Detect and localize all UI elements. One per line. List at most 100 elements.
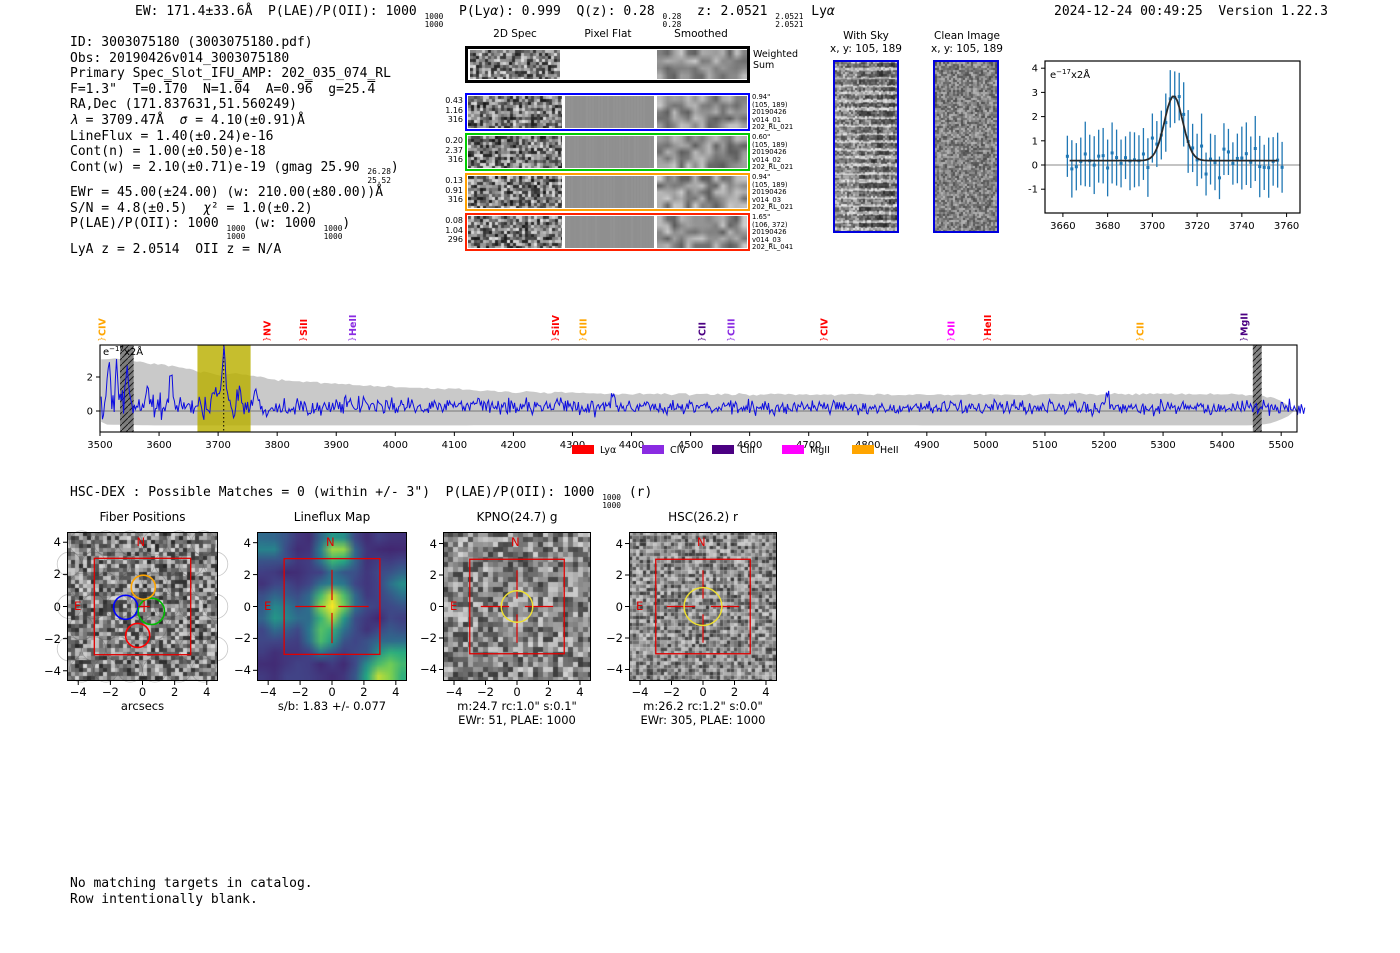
data-point <box>1253 147 1257 151</box>
emission-line-label: HeII <box>983 315 994 336</box>
extent-box <box>283 557 381 656</box>
panel-frame <box>67 532 218 681</box>
x-tick-label: −2 <box>663 685 680 699</box>
data-point <box>1119 161 1123 165</box>
panel-frame <box>257 532 407 681</box>
meta-value: 20190426 <box>752 108 787 117</box>
data-point <box>1217 176 1221 180</box>
fiber-outline <box>203 594 229 619</box>
x-tick-label: −2 <box>291 685 309 699</box>
spectrum-line <box>100 345 1306 420</box>
north-label: N <box>326 535 335 549</box>
info-line: F=1.3" T=0.170 N=1.04 A=0.96 g=25.4 <box>70 81 376 97</box>
fiber-outline <box>130 551 155 577</box>
x-tick-label: 4900 <box>914 440 939 451</box>
data-point <box>1231 161 1235 165</box>
main-spectrum-svg: 3500360037003800390040004100420043004400… <box>87 313 1306 456</box>
stat-value: 0.43 <box>445 96 463 105</box>
x-tick-label: 2 <box>730 685 739 699</box>
data-point <box>1177 95 1181 99</box>
emission-line-brace: { <box>947 336 956 341</box>
info-line: Primary Spec_Slot_IFU_AMP: 202_035_074_R… <box>70 66 391 82</box>
gaussian-fit-line <box>1069 95 1278 162</box>
panel-caption2-kpno: EWr: 51, PLAE: 1000 <box>458 713 576 727</box>
data-point <box>1213 161 1217 165</box>
panel-overlay-svg <box>56 530 229 685</box>
y-tick-label: 0 <box>429 599 437 614</box>
stat-value: 0.20 <box>445 136 463 145</box>
column-header: Smoothed <box>674 28 728 40</box>
x-tick-label: 3760 <box>1274 221 1299 232</box>
footer-line: Row intentionally blank. <box>70 892 258 907</box>
meta-value: 202_RL_021 <box>752 163 794 172</box>
meta-value: 202_RL_021 <box>752 123 794 132</box>
stat-value: 0.08 <box>445 216 463 225</box>
fiber-outline <box>117 530 143 556</box>
data-point <box>1124 156 1128 160</box>
data-point <box>1258 165 1262 169</box>
stat-value: 316 <box>447 115 463 124</box>
hscdex-match-line: HSC-DEX : Possible Matches = 0 (within +… <box>70 485 653 510</box>
fiber-outline <box>166 615 192 641</box>
x-tick-label: 0 <box>699 685 707 699</box>
panel-title-fiber: Fiber Positions <box>99 510 186 524</box>
y-tick-label: -1 <box>1028 185 1038 196</box>
noise-image <box>935 62 997 231</box>
north-label: N <box>136 535 146 549</box>
full-spectrum-plot: 3500360037003800390040004100420043004400… <box>80 298 1320 472</box>
row-left-stats: 0.13 0.91 316 <box>440 176 463 205</box>
fiber-outline <box>56 594 82 619</box>
noise-image <box>657 96 747 128</box>
x-tick-label: −2 <box>101 685 119 699</box>
panel-title-lineflux: Lineflux Map <box>293 510 371 524</box>
fiber-outline <box>154 636 180 662</box>
fiber-outline <box>56 551 82 577</box>
x-tick-label: 3700 <box>205 440 230 451</box>
x-tick-label: 4 <box>762 685 770 699</box>
legend-label: CIV <box>670 445 686 456</box>
meta-value: v014_03 <box>752 195 782 204</box>
x-tick-label: 3720 <box>1184 221 1209 232</box>
x-tick-label: 3740 <box>1229 221 1254 232</box>
y-tick-label: 0 <box>615 599 623 614</box>
x-tick-label: 4200 <box>501 440 526 451</box>
row-right-meta: 0.60" (105, 189) 20190426 v014_02 202_RL_021 <box>752 133 810 172</box>
y-tick-label: 4 <box>243 535 251 550</box>
aperture-circle <box>500 590 534 623</box>
fiber-outline <box>105 636 131 662</box>
extent-box <box>655 558 751 655</box>
row-left-stats: 0.08 1.04 296 <box>440 216 463 245</box>
x-tick-label: 2 <box>170 685 179 699</box>
x-tick-label: 3800 <box>264 440 289 451</box>
column-header: 2D Spec <box>493 28 537 40</box>
weighted-sum-label: Weighted Sum <box>753 49 798 71</box>
fiber-outline <box>191 615 216 641</box>
x-tick-label: 4100 <box>442 440 467 451</box>
pixel-flat-image <box>565 176 654 208</box>
noise-image <box>629 532 777 681</box>
info-line: Cont(w) = 2.10(±0.71)e-19 (gmag 25.90 26… <box>70 159 399 185</box>
row-left-stats: 0.43 1.16 316 <box>440 96 463 125</box>
meta-value: (105, 189) <box>752 100 788 109</box>
info-block: ID: 3003075180 (3003075180.pdf) Obs: 2019… <box>70 35 399 257</box>
legend-swatch <box>642 445 664 454</box>
pixel-flat-image <box>565 96 654 128</box>
y-tick-label: −4 <box>420 662 437 677</box>
x-tick-label: 4500 <box>678 440 703 451</box>
data-point <box>1164 121 1168 125</box>
stat-value: 0.13 <box>445 176 463 185</box>
data-point <box>1204 172 1208 176</box>
noise-image <box>657 136 747 168</box>
north-label: N <box>511 535 520 549</box>
with-sky-coords: x, y: 105, 189 <box>830 43 902 55</box>
x-tick-label: 5400 <box>1209 440 1234 451</box>
meta-value: 20190426 <box>752 228 787 237</box>
x-tick-label: 5000 <box>973 440 998 451</box>
with-sky-box <box>833 60 899 233</box>
meta-value: 0.94" <box>752 173 771 181</box>
x-tick-label: 3700 <box>1140 221 1165 232</box>
fiber-outline <box>105 551 131 577</box>
fiber-outline <box>117 572 143 598</box>
meta-value: v014_01 <box>752 115 782 124</box>
x-tick-label: 3660 <box>1050 221 1075 232</box>
